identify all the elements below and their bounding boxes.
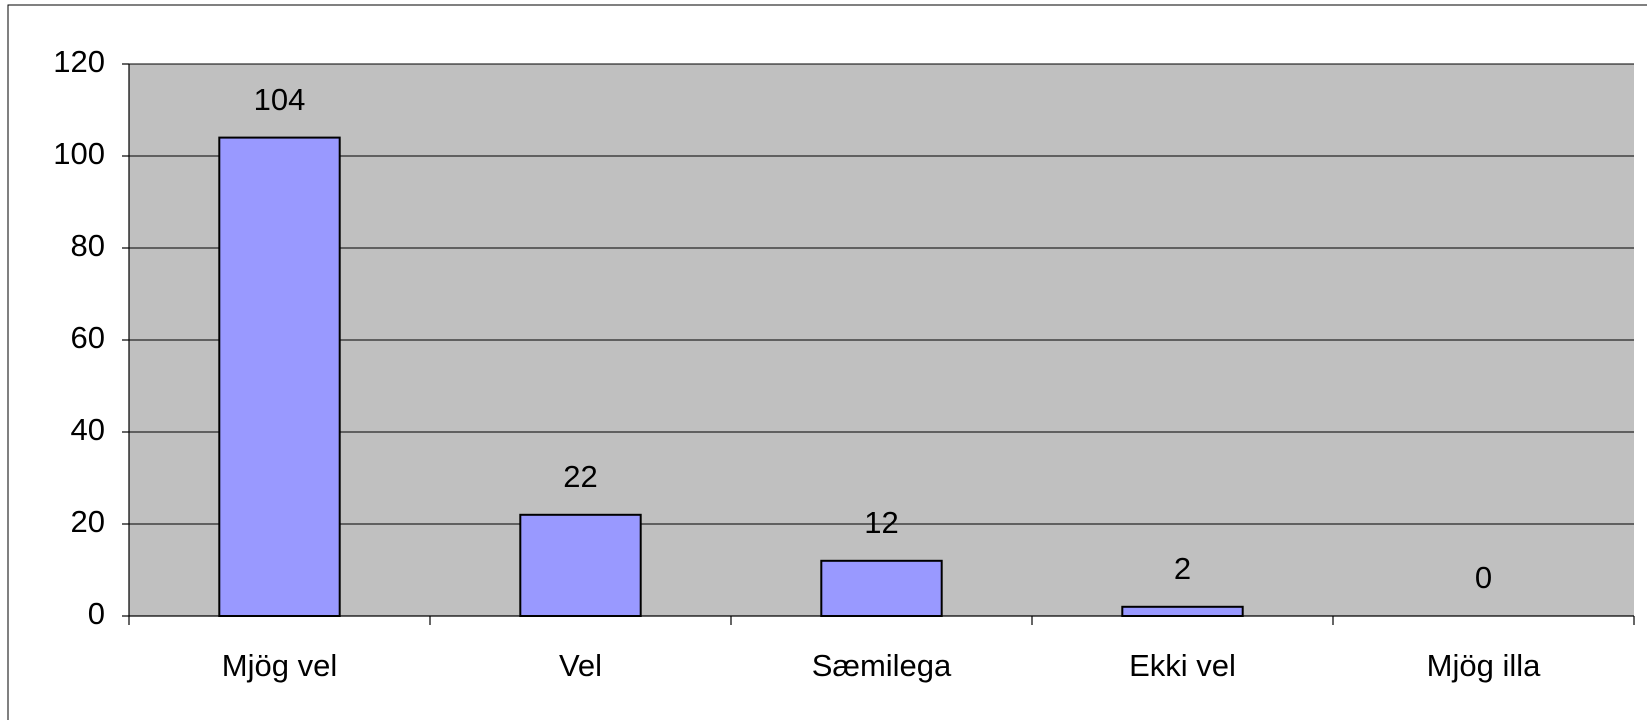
x-tick-label: Sæmilega (812, 648, 952, 683)
bar (1121, 605, 1244, 617)
x-tick-label: Vel (559, 648, 602, 683)
y-tick-label: 80 (71, 228, 105, 263)
bar (519, 513, 642, 617)
x-tick-label: Ekki vel (1129, 648, 1236, 683)
bar (218, 136, 341, 617)
bar (820, 559, 943, 617)
value-label: 2 (1174, 551, 1191, 586)
y-tick-label: 120 (53, 44, 105, 79)
value-label: 0 (1475, 560, 1492, 595)
y-tick-label: 0 (88, 596, 105, 631)
y-tick-label: 20 (71, 504, 105, 539)
x-tick-label: Mjög illa (1427, 648, 1541, 683)
x-tick-label: Mjög vel (222, 648, 337, 683)
value-label: 104 (254, 82, 306, 117)
value-label: 22 (563, 459, 597, 494)
y-tick-label: 40 (71, 412, 105, 447)
value-label: 12 (864, 505, 898, 540)
y-tick-label: 100 (53, 136, 105, 171)
y-tick-label: 60 (71, 320, 105, 355)
